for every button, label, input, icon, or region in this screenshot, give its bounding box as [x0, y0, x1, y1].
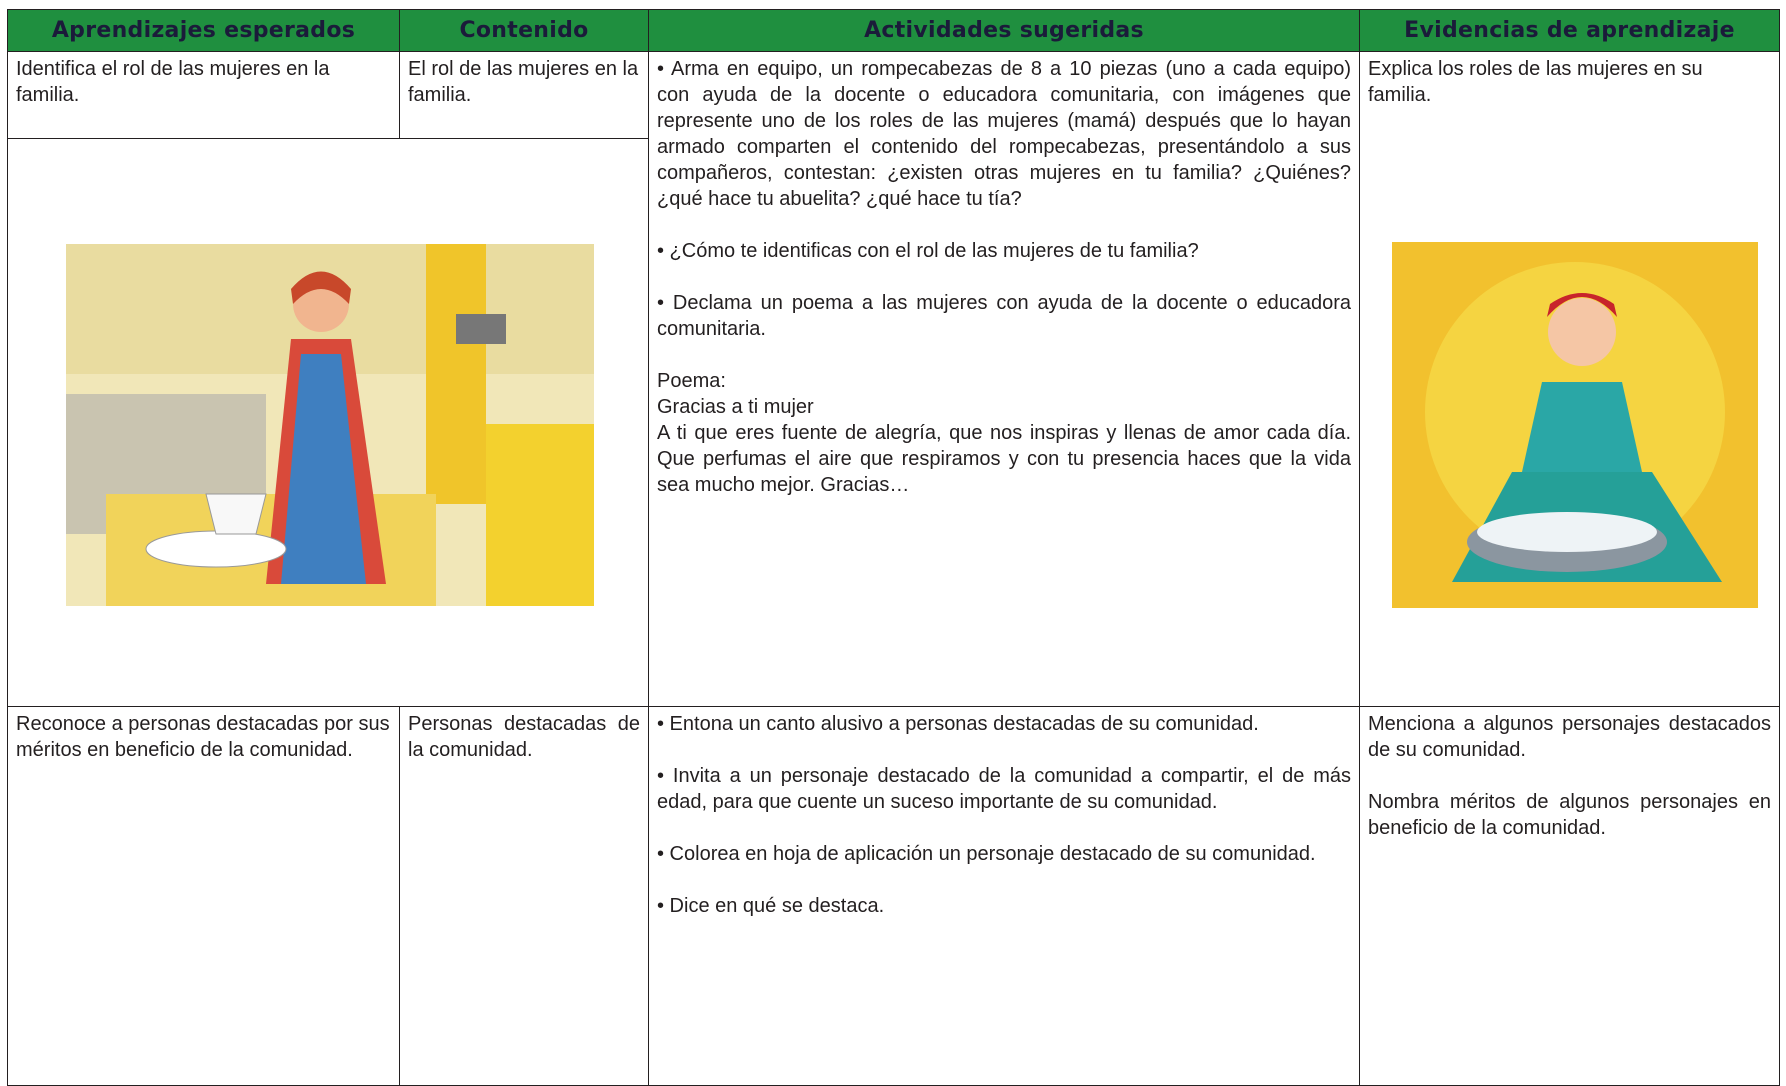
activity: • ¿Cómo te identificas con el rol de las…	[657, 240, 1199, 262]
activity: • Arma en equipo, un rompecabezas de 8 a…	[657, 58, 1351, 210]
header-text: Evidencias de aprendizaje	[1404, 18, 1735, 43]
cell-text: Personas destacadas de la comunidad.	[408, 713, 640, 761]
header-cell: Aprendizajes esperados	[7, 9, 400, 52]
evidence: Explica los roles de las mujeres en su f…	[1368, 58, 1703, 106]
popart-illustration	[1392, 242, 1758, 608]
cell-text: Reconoce a personas destacadas por sus m…	[16, 713, 390, 761]
table-cell: Reconoce a personas destacadas por sus m…	[7, 706, 400, 1086]
header-text: Actividades sugeridas	[864, 18, 1144, 43]
header-text: Aprendizajes esperados	[51, 18, 356, 43]
table-cell: El rol de las mujeres en la familia.	[399, 51, 649, 139]
table-cell: • Arma en equipo, un rompecabezas de 8 a…	[648, 51, 1360, 707]
activity: • Invita a un personaje destacado de la …	[657, 765, 1351, 813]
activity: • Entona un canto alusivo a personas des…	[657, 713, 1259, 735]
activity: • Colorea en hoja de aplicación un perso…	[657, 843, 1316, 865]
header-cell: Actividades sugeridas	[648, 9, 1360, 52]
poem-label: Poema:	[657, 370, 726, 392]
activity: • Dice en qué se destaca.	[657, 895, 885, 917]
poem-text: A ti que eres fuente de alegría, que nos…	[657, 422, 1351, 496]
cell-text: Identifica el rol de las mujeres en la f…	[16, 58, 330, 106]
activity: • Declama un poema a las mujeres con ayu…	[657, 292, 1351, 340]
cell-text: El rol de las mujeres en la familia.	[408, 58, 639, 106]
table-cell: Menciona a algunos personajes destacados…	[1359, 706, 1780, 1086]
table-cell: Identifica el rol de las mujeres en la f…	[7, 51, 400, 139]
evidence: Menciona a algunos personajes destacados…	[1368, 713, 1771, 761]
image-cell	[7, 138, 649, 707]
kitchen-illustration	[66, 244, 594, 606]
header-cell: Contenido	[399, 9, 649, 52]
header-text: Contenido	[459, 18, 589, 43]
evidence: Nombra méritos de algunos personajes en …	[1368, 791, 1771, 839]
table-cell: Personas destacadas de la comunidad.	[399, 706, 649, 1086]
table-cell: • Entona un canto alusivo a personas des…	[648, 706, 1360, 1086]
header-cell: Evidencias de aprendizaje	[1359, 9, 1780, 52]
poem-title: Gracias a ti mujer	[657, 396, 814, 418]
table-cell: Explica los roles de las mujeres en su f…	[1359, 51, 1780, 707]
